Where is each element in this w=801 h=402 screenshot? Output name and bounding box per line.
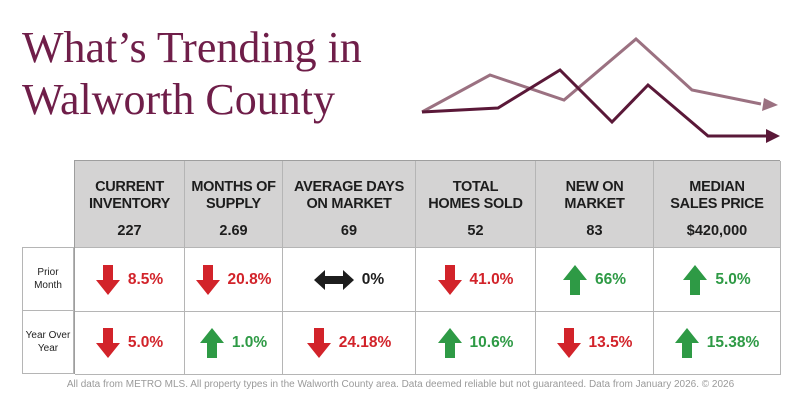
column-value: 52 [467, 223, 484, 239]
arrow-up-icon [199, 328, 224, 358]
title-line-1: What’s Trending in [22, 23, 362, 72]
column-value: 83 [586, 223, 603, 239]
change-value: 24.18% [338, 334, 392, 351]
change-value: 13.5% [588, 334, 633, 351]
change-value: 0% [361, 270, 385, 288]
table-corner [22, 160, 74, 247]
arrow-down-icon [556, 328, 581, 358]
table-cell: 0% [283, 248, 416, 312]
table-cell: 5.0% [75, 312, 185, 375]
change-value: 10.6% [469, 334, 514, 351]
change-value: 5.0% [127, 334, 164, 351]
column-header-supply: MONTHS OF SUPPLY 2.69 [185, 161, 283, 248]
arrow-down-icon [306, 328, 331, 358]
table-cell: 24.18% [283, 312, 416, 375]
table-cell: 13.5% [536, 312, 654, 375]
arrow-up-icon [674, 328, 699, 358]
arrow-up-icon [683, 264, 708, 295]
arrow-up-icon [562, 264, 587, 295]
market-stats-table: CURRENT INVENTORY 227 MONTHS OF SUPPLY 2… [74, 160, 781, 375]
table-cell: 10.6% [416, 312, 536, 375]
column-header-median-price: MEDIAN SALES PRICE $420,000 [654, 161, 781, 248]
footer-disclaimer: All data from METRO MLS. All property ty… [66, 379, 735, 390]
change-value: 8.5% [127, 270, 164, 288]
table-cell: 15.38% [654, 312, 781, 375]
change-value: 1.0% [231, 334, 268, 351]
change-value: 5.0% [715, 270, 751, 288]
table-cell: 20.8% [185, 248, 283, 312]
column-header-homes-sold: TOTAL HOMES SOLD 52 [416, 161, 536, 248]
column-value: $420,000 [686, 223, 748, 239]
column-value: 69 [340, 223, 358, 239]
trend-lines-icon [421, 37, 780, 143]
arrow-left-right-icon [313, 269, 354, 290]
change-value: 41.0% [469, 270, 514, 288]
arrow-up-icon [437, 328, 462, 358]
column-value: 2.69 [219, 223, 248, 239]
arrow-down-icon [437, 264, 462, 295]
column-header-new-on-market: NEW ON MARKET 83 [536, 161, 654, 248]
arrow-down-icon [95, 328, 120, 358]
arrow-down-icon [195, 264, 220, 295]
change-value: 66% [594, 270, 627, 288]
title-line-2: Walworth County [22, 75, 335, 124]
change-value: 20.8% [227, 270, 272, 288]
column-header-days-on-market: AVERAGE DAYS ON MARKET 69 [283, 161, 416, 248]
table-cell: 41.0% [416, 248, 536, 312]
column-value: 227 [117, 223, 142, 239]
table-cell: 5.0% [654, 248, 781, 312]
table-cell: 1.0% [185, 312, 283, 375]
table-cell: 66% [536, 248, 654, 312]
row-label-prior-month: Prior Month [22, 247, 74, 311]
row-label-year-over-year: Year Over Year [22, 310, 74, 374]
page-title: What’s Trending in Walworth County [22, 22, 362, 126]
arrow-down-icon [95, 264, 120, 295]
table-cell: 8.5% [75, 248, 185, 312]
column-header-inventory: CURRENT INVENTORY 227 [75, 161, 185, 248]
change-value: 15.38% [706, 334, 760, 351]
